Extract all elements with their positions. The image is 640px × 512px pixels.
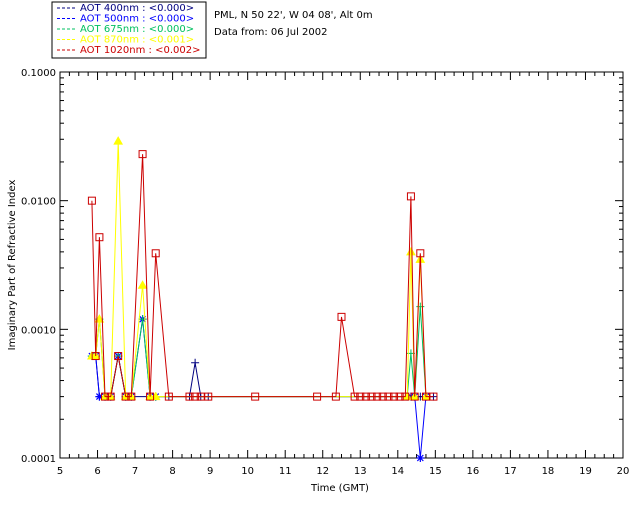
data-point	[378, 392, 387, 401]
y-tick-label: 0.0010	[21, 325, 56, 336]
data-date: Data from: 06 Jul 2002	[214, 27, 327, 38]
x-tick-label: 13	[354, 466, 367, 477]
x-tick-label: 10	[241, 466, 254, 477]
data-point	[94, 314, 105, 323]
y-axis-label: Imaginary Part of Refractive Index	[7, 180, 18, 351]
data-point	[395, 392, 404, 401]
data-point	[337, 312, 346, 321]
data-point	[373, 392, 382, 401]
x-tick-label: 17	[504, 466, 517, 477]
series	[87, 315, 430, 462]
data-point	[121, 392, 130, 401]
x-tick-label: 19	[579, 466, 592, 477]
data-point	[146, 392, 155, 401]
data-point	[367, 392, 376, 401]
plot-frame	[59, 71, 624, 459]
series-group	[87, 136, 438, 462]
x-tick-label: 18	[542, 466, 555, 477]
data-point	[114, 352, 123, 361]
legend-item: AOT 870nm : <0.001>	[80, 35, 194, 46]
data-point	[185, 392, 194, 401]
data-point	[191, 358, 200, 367]
x-tick-label: 15	[429, 466, 442, 477]
data-point	[313, 392, 322, 401]
data-point	[331, 392, 340, 401]
legend: AOT 400nm : <0.000>AOT 500nm : <0.000>AO…	[51, 1, 207, 59]
x-tick-label: 11	[279, 466, 292, 477]
data-point	[95, 233, 104, 242]
series-line	[91, 141, 427, 398]
x-tick-label: 5	[57, 466, 63, 477]
x-axis-label: Time (GMT)	[310, 483, 369, 494]
y-tick-label: 0.0001	[21, 454, 56, 465]
x-tick-label: 9	[207, 466, 213, 477]
x-tick-label: 7	[132, 466, 138, 477]
data-point	[106, 392, 115, 401]
data-point	[410, 392, 419, 401]
series-line	[91, 319, 427, 459]
data-point	[401, 392, 410, 401]
legend-item: AOT 675nm : <0.000>	[80, 24, 194, 35]
data-point	[95, 392, 104, 401]
data-point	[87, 196, 96, 205]
y-tick-label: 0.0100	[21, 197, 56, 208]
x-tick-label: 16	[466, 466, 479, 477]
series	[87, 136, 431, 401]
data-point	[416, 454, 425, 462]
x-tick-label: 8	[169, 466, 175, 477]
data-point	[356, 392, 365, 401]
x-tick-label: 14	[391, 466, 404, 477]
data-point	[361, 392, 370, 401]
y-tick-label: 0.1000	[21, 68, 56, 79]
series-line	[91, 306, 427, 398]
data-point	[204, 392, 213, 401]
y-axis: 0.0001 0.0010 0.0100 0.1000	[21, 68, 623, 465]
data-point	[164, 392, 173, 401]
series-line	[91, 355, 434, 398]
data-point	[251, 392, 260, 401]
data-point	[416, 249, 425, 258]
data-point	[390, 392, 399, 401]
data-point	[416, 302, 425, 311]
station-info: PML, N 50 22', W 04 08', Alt 0m	[214, 10, 373, 21]
data-point	[91, 352, 100, 361]
data-point	[113, 136, 124, 145]
legend-item: AOT 500nm : <0.000>	[80, 14, 194, 25]
data-point	[384, 392, 393, 401]
data-point	[406, 246, 416, 256]
data-point	[429, 392, 438, 401]
data-point	[350, 392, 359, 401]
series	[87, 150, 438, 401]
data-point	[196, 392, 205, 401]
data-point	[151, 249, 160, 258]
series-line	[91, 154, 434, 398]
data-point	[406, 192, 415, 201]
x-tick-label: 6	[94, 466, 100, 477]
legend-item: AOT 1020nm : <0.002>	[80, 45, 200, 56]
data-point	[191, 392, 200, 401]
data-point	[127, 392, 136, 401]
data-point	[101, 392, 110, 401]
legend-box	[51, 1, 207, 59]
data-point	[421, 392, 430, 401]
data-point	[138, 150, 147, 159]
x-axis: 5 6 7 8 9 10 11 12 13 14 15 16 17 18 19 20	[57, 72, 630, 477]
x-tick-label: 12	[316, 466, 329, 477]
x-tick-label: 20	[617, 466, 630, 477]
data-point	[137, 280, 148, 289]
legend-item: AOT 400nm : <0.000>	[80, 3, 194, 14]
